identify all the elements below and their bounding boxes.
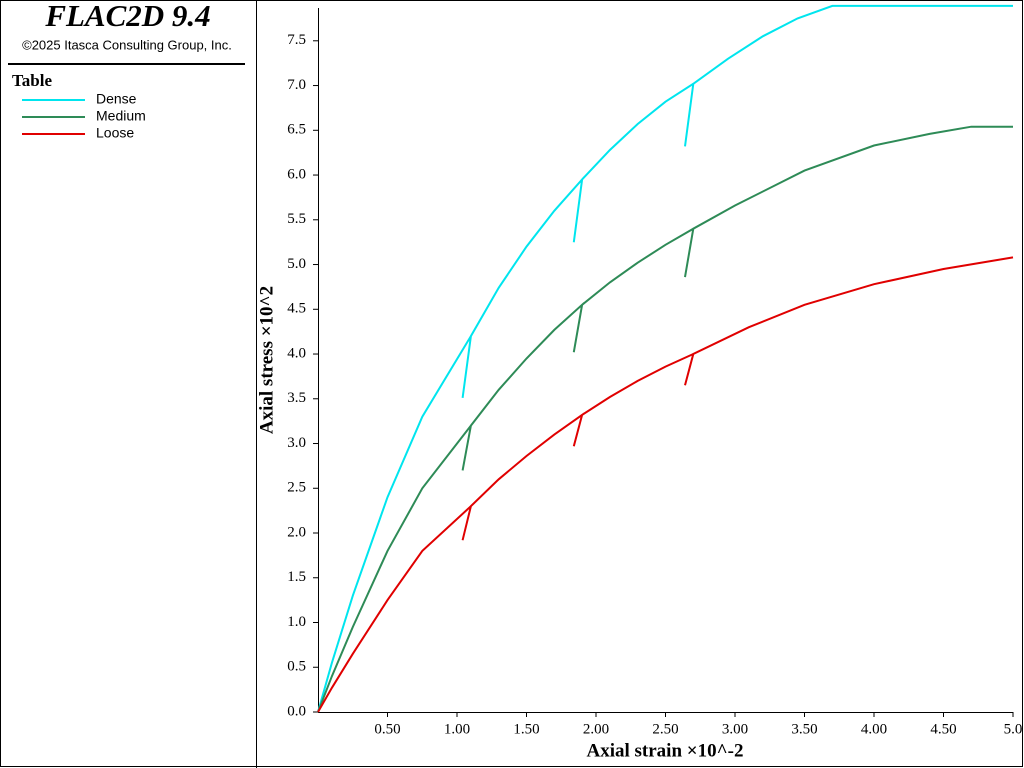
legend-label: Loose	[96, 125, 134, 141]
x-tick-label: 1.50	[513, 721, 539, 737]
y-tick-label: 3.5	[287, 390, 306, 406]
y-tick-label: 1.5	[287, 569, 306, 585]
y-tick-label: 1.0	[287, 614, 306, 630]
series-line	[317, 125, 1013, 713]
legend-label: Dense	[96, 91, 137, 107]
y-tick-label: 7.0	[287, 77, 306, 93]
legend-title: Table	[12, 71, 52, 90]
y-tick-label: 7.5	[287, 32, 306, 48]
y-tick-label: 2.5	[287, 480, 306, 496]
y-tick-label: 2.0	[287, 524, 306, 540]
x-tick-label: 1.00	[444, 721, 470, 737]
series-line	[317, 4, 1013, 713]
x-tick-label: 4.50	[930, 721, 956, 737]
x-tick-label: 5.0	[1004, 721, 1023, 737]
y-tick-label: 0.0	[287, 703, 306, 719]
y-tick-label: 5.0	[287, 256, 306, 272]
app-title: FLAC2D 9.4	[44, 0, 210, 33]
x-tick-label: 3.50	[791, 721, 817, 737]
series-line	[317, 256, 1014, 713]
y-tick-label: 0.5	[287, 659, 306, 675]
x-tick-label: 2.00	[583, 721, 609, 737]
y-tick-label: 5.5	[287, 211, 306, 227]
x-axis-title: Axial strain ×10^-2	[587, 740, 744, 761]
y-tick-label: 4.0	[287, 345, 306, 361]
y-tick-label: 6.5	[287, 122, 306, 138]
y-tick-label: 4.5	[287, 301, 306, 317]
y-axis-title: Axial stress ×10^2	[256, 286, 277, 434]
legend-label: Medium	[96, 108, 146, 124]
y-tick-label: 3.0	[287, 435, 306, 451]
x-tick-label: 2.50	[652, 721, 678, 737]
x-tick-label: 4.00	[861, 721, 887, 737]
x-tick-label: 0.50	[374, 721, 400, 737]
x-tick-label: 3.00	[722, 721, 748, 737]
copyright: ©2025 Itasca Consulting Group, Inc.	[22, 37, 232, 52]
y-tick-label: 6.0	[287, 166, 306, 182]
